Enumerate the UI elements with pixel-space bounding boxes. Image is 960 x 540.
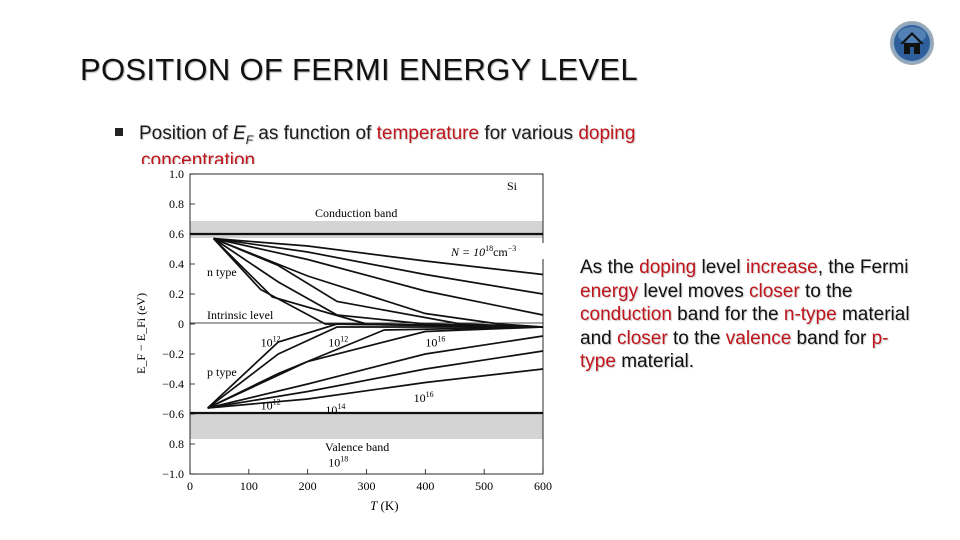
- p-type-label: p type: [207, 365, 237, 379]
- fermi-curve-5: [213, 237, 544, 328]
- fermi-curve-10: [207, 350, 544, 409]
- x-tick-label: 300: [358, 479, 376, 493]
- bullet-text-2: as function of: [253, 123, 377, 144]
- y-tick-label: 0.2: [169, 287, 184, 301]
- x-axis: 0 100 200 300 400 500 600: [187, 469, 552, 493]
- valence-band-shade: [190, 413, 543, 439]
- doping-label-p16: 1016: [414, 390, 434, 405]
- fermi-curve-9: [207, 368, 544, 409]
- y-tick-label: −0.2: [162, 347, 184, 361]
- curves-group: [207, 237, 544, 409]
- doping-labels: 1012 1012 1016 1012 1014 1016 1018: [261, 335, 446, 470]
- fermi-curve-14: [207, 326, 543, 409]
- explanation-text: As the doping level increase, the Fermi …: [580, 257, 910, 372]
- fermi-curve-2: [213, 237, 544, 295]
- bullet-point: Position of EF as function of temperatur…: [115, 123, 635, 147]
- ef-symbol: EF: [233, 123, 254, 147]
- fermi-curve-11: [207, 335, 544, 409]
- slide-title: POSITION OF FERMI ENERGY LEVEL: [80, 52, 638, 87]
- doping-label-n14: 1012: [328, 335, 348, 350]
- keyword-temperature: temperature: [376, 123, 480, 144]
- home-icon: [890, 21, 934, 65]
- intrinsic-level-label: Intrinsic level: [207, 308, 274, 322]
- valence-band-label: Valence band: [325, 440, 389, 454]
- y-axis: 1.0 0.8 0.6 0.4 0.2 0 −0.2 −0.4 −0.6 0.8 −1.0: [162, 167, 195, 481]
- svg-text:N = 1018cm−3: N = 1018cm−3: [450, 244, 516, 259]
- keyword-doping: doping: [578, 123, 636, 144]
- x-tick-label: 0: [187, 479, 193, 493]
- material-label: Si: [507, 179, 518, 193]
- home-button[interactable]: [889, 20, 935, 66]
- x-axis-label: T (K): [370, 498, 399, 513]
- y-tick-label: −0.6: [162, 407, 184, 421]
- x-tick-label: 400: [416, 479, 434, 493]
- y-tick-label: −1.0: [162, 467, 184, 481]
- y-tick-label: 0.6: [169, 227, 184, 241]
- doping-label-p18: 1018: [328, 455, 348, 470]
- conduction-band-label: Conduction band: [315, 206, 397, 220]
- y-axis-label: E_F − E_Fi (eV): [134, 293, 148, 374]
- fermi-curve-13: [207, 326, 544, 409]
- x-tick-label: 600: [534, 479, 552, 493]
- y-tick-label: −0.4: [162, 377, 184, 391]
- y-tick-label: 0.4: [169, 257, 184, 271]
- conduction-band-shade: [190, 221, 543, 238]
- bullet-line-2: concentration: [141, 150, 256, 164]
- bullet-text-3: for various: [479, 123, 579, 144]
- y-tick-label: 1.0: [169, 167, 184, 181]
- bullet-text-1: Position of: [139, 123, 233, 144]
- bullet-marker: [115, 127, 123, 136]
- fermi-curve-3: [213, 237, 544, 316]
- x-tick-label: 200: [299, 479, 317, 493]
- x-tick-label: 500: [475, 479, 493, 493]
- y-tick-label: 0: [178, 317, 184, 331]
- x-tick-label: 100: [240, 479, 258, 493]
- doping-label-n12: 1012: [261, 335, 281, 350]
- doping-n-label: N = 1018cm−3: [448, 243, 544, 259]
- fermi-curve-1: [213, 237, 544, 276]
- fermi-level-chart: 0 100 200 300 400 500 600 1.0 0.8 0.6 0.4 0.2 0 −0.2…: [134, 167, 552, 513]
- doping-label-p12: 1012: [261, 398, 281, 413]
- doping-label-p14: 1014: [325, 402, 345, 417]
- y-tick-label: 0.8: [169, 197, 184, 211]
- fermi-curve-15: [207, 323, 544, 409]
- y-tick-label: 0.8: [169, 437, 184, 451]
- doping-label-n16: 1016: [425, 335, 445, 350]
- n-type-label: n type: [207, 265, 237, 279]
